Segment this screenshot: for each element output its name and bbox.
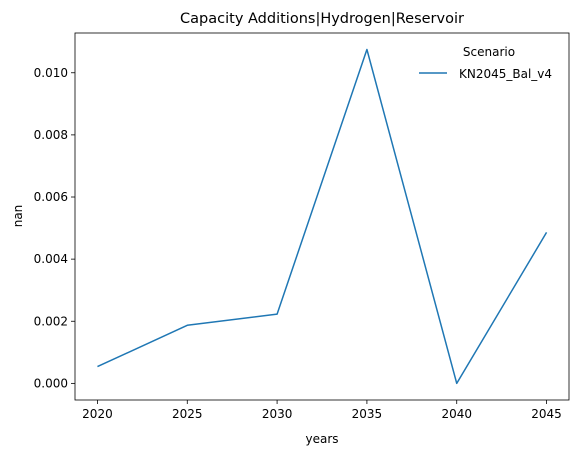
- x-axis: 2020 2025 2030 2035 2040 2045: [82, 400, 562, 421]
- x-tick-label: 2025: [172, 407, 203, 421]
- chart-title: Capacity Additions|Hydrogen|Reservoir: [180, 11, 464, 27]
- x-tick-label: 2035: [352, 407, 383, 421]
- x-axis-label: years: [305, 432, 338, 446]
- legend-label: KN2045_Bal_v4: [459, 67, 552, 81]
- series-layer: [97, 48, 548, 385]
- x-tick-label: 2045: [531, 407, 562, 421]
- y-tick-label: 0.000: [34, 376, 68, 390]
- legend-title: Scenario: [463, 45, 515, 59]
- x-tick-label: 2020: [82, 407, 113, 421]
- y-tick-label: 0.010: [34, 66, 68, 80]
- x-tick-label: 2040: [441, 407, 472, 421]
- y-axis-label: nan: [11, 205, 25, 228]
- y-axis: 0.000 0.002 0.004 0.006 0.008 0.010: [34, 66, 75, 390]
- legend: Scenario KN2045_Bal_v4: [419, 45, 552, 81]
- y-tick-label: 0.008: [34, 128, 68, 142]
- y-tick-label: 0.002: [34, 314, 68, 328]
- plot-frame: [74, 32, 570, 401]
- plot-area: [74, 32, 570, 401]
- y-tick-label: 0.006: [34, 190, 68, 204]
- y-tick-label: 0.004: [34, 252, 68, 266]
- series-line: [97, 48, 548, 385]
- x-tick-label: 2030: [262, 407, 293, 421]
